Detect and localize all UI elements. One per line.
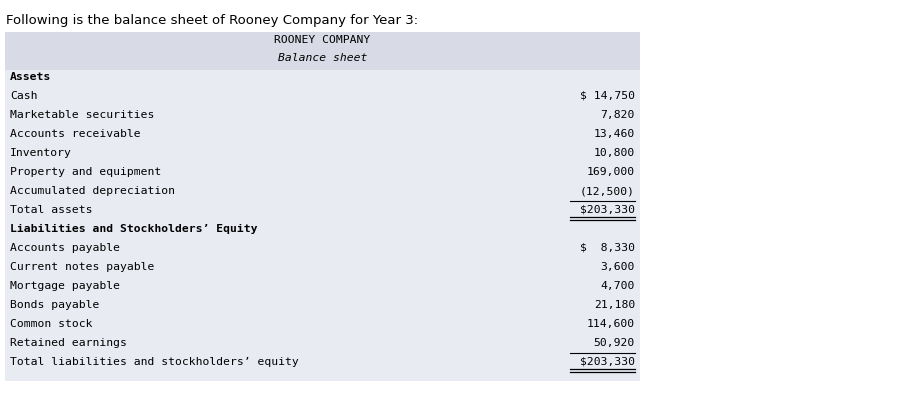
Bar xyxy=(5,203,640,222)
Text: 169,000: 169,000 xyxy=(587,167,635,177)
Text: Common stock: Common stock xyxy=(10,319,93,329)
Bar xyxy=(5,374,640,381)
Bar xyxy=(5,89,640,108)
Text: 13,460: 13,460 xyxy=(593,129,635,139)
Text: $203,330: $203,330 xyxy=(580,357,635,367)
Text: $ 14,750: $ 14,750 xyxy=(580,91,635,101)
Text: Mortgage payable: Mortgage payable xyxy=(10,281,120,291)
Text: Assets: Assets xyxy=(10,72,51,82)
Text: $  8,330: $ 8,330 xyxy=(580,243,635,253)
Bar xyxy=(5,32,640,70)
Bar xyxy=(5,336,640,355)
Bar xyxy=(5,355,640,374)
Bar xyxy=(5,184,640,203)
Text: Bonds payable: Bonds payable xyxy=(10,300,99,310)
Text: Property and equipment: Property and equipment xyxy=(10,167,161,177)
Text: Inventory: Inventory xyxy=(10,148,72,158)
Text: 7,820: 7,820 xyxy=(601,110,635,120)
Text: (12,500): (12,500) xyxy=(580,186,635,196)
Bar xyxy=(5,279,640,298)
Text: 4,700: 4,700 xyxy=(601,281,635,291)
Text: Retained earnings: Retained earnings xyxy=(10,338,126,348)
Text: 21,180: 21,180 xyxy=(593,300,635,310)
Bar xyxy=(5,260,640,279)
Text: 3,600: 3,600 xyxy=(601,262,635,272)
Text: 50,920: 50,920 xyxy=(593,338,635,348)
Bar xyxy=(5,108,640,127)
Text: Cash: Cash xyxy=(10,91,37,101)
Bar xyxy=(5,165,640,184)
Text: $203,330: $203,330 xyxy=(580,205,635,215)
Text: 10,800: 10,800 xyxy=(593,148,635,158)
Text: ROONEY COMPANY: ROONEY COMPANY xyxy=(275,35,370,45)
Bar xyxy=(5,146,640,165)
Bar xyxy=(5,70,640,89)
Text: Current notes payable: Current notes payable xyxy=(10,262,155,272)
Text: Marketable securities: Marketable securities xyxy=(10,110,155,120)
Text: Liabilities and Stockholders’ Equity: Liabilities and Stockholders’ Equity xyxy=(10,224,258,234)
Text: Accounts receivable: Accounts receivable xyxy=(10,129,141,139)
Text: Total assets: Total assets xyxy=(10,205,93,215)
Bar xyxy=(5,317,640,336)
Text: Balance sheet: Balance sheet xyxy=(278,53,368,63)
Bar xyxy=(5,298,640,317)
Text: Accounts payable: Accounts payable xyxy=(10,243,120,253)
Bar xyxy=(5,222,640,241)
Text: Following is the balance sheet of Rooney Company for Year 3:: Following is the balance sheet of Rooney… xyxy=(6,14,418,27)
Text: Total liabilities and stockholders’ equity: Total liabilities and stockholders’ equi… xyxy=(10,357,298,367)
Text: Accumulated depreciation: Accumulated depreciation xyxy=(10,186,175,196)
Text: 114,600: 114,600 xyxy=(587,319,635,329)
Bar xyxy=(5,241,640,260)
Bar xyxy=(5,127,640,146)
